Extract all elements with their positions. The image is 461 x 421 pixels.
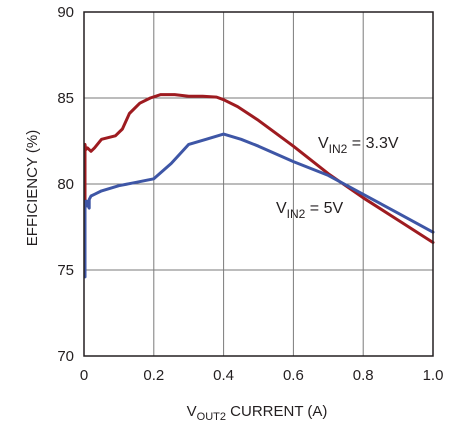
series-label-prefix: V <box>276 200 287 217</box>
x-axis-label-suffix: CURRENT (A) <box>226 403 327 420</box>
y-tick-label: 75 <box>57 262 74 279</box>
x-tick-label: 0 <box>80 367 88 384</box>
x-axis-label-prefix: V <box>187 403 197 420</box>
x-tick-labels: 0 0.2 0.4 0.6 0.8 1.0 <box>80 367 444 384</box>
grid <box>84 12 433 356</box>
y-tick-label: 90 <box>57 4 74 21</box>
x-tick-label: 0.8 <box>353 367 374 384</box>
series-label-suffix: = 5V <box>305 200 343 217</box>
series-label-vin2-3v3: VIN2 = 3.3V <box>318 135 399 156</box>
y-axis-label: EFFICIENCY (%) <box>24 130 41 246</box>
series-line-vin2-5v <box>83 132 435 279</box>
x-tick-label: 1.0 <box>423 367 444 384</box>
x-tick-label: 0.6 <box>283 367 304 384</box>
series-label-subscript: IN2 <box>329 142 348 156</box>
series-line-vin2-3v3 <box>83 93 435 275</box>
series-label-prefix: V <box>318 135 329 152</box>
y-tick-labels: 70 75 80 85 90 <box>57 4 74 365</box>
x-axis-label-subscript: OUT2 <box>197 411 226 421</box>
series-label-suffix: = 3.3V <box>347 135 398 152</box>
x-tick-label: 0.2 <box>143 367 164 384</box>
x-axis-label: VOUT2 CURRENT (A) <box>187 403 328 421</box>
y-tick-label: 85 <box>57 90 74 107</box>
series-label-vin2-5v: VIN2 = 5V <box>276 200 343 221</box>
plot-frame <box>83 11 434 357</box>
series-label-subscript: IN2 <box>287 207 306 221</box>
series-group <box>83 93 435 279</box>
y-tick-label: 70 <box>57 348 74 365</box>
x-tick-label: 0.4 <box>213 367 234 384</box>
y-tick-label: 80 <box>57 176 74 193</box>
